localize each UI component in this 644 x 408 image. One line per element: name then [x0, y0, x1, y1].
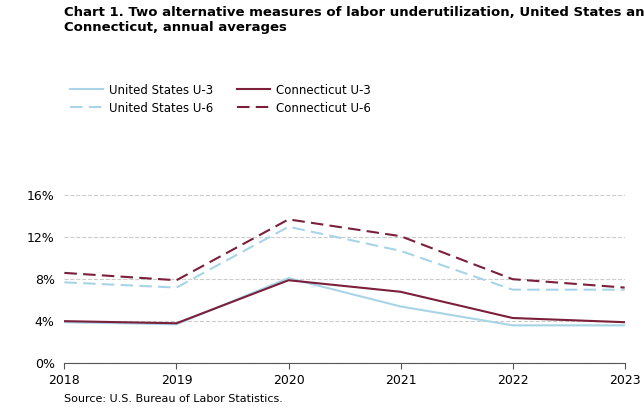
Legend: United States U-3, United States U-6, Connecticut U-3, Connecticut U-6: United States U-3, United States U-6, Co… — [70, 84, 371, 115]
Text: Chart 1. Two alternative measures of labor underutilization, United States and
C: Chart 1. Two alternative measures of lab… — [64, 6, 644, 34]
Text: Source: U.S. Bureau of Labor Statistics.: Source: U.S. Bureau of Labor Statistics. — [64, 394, 283, 404]
